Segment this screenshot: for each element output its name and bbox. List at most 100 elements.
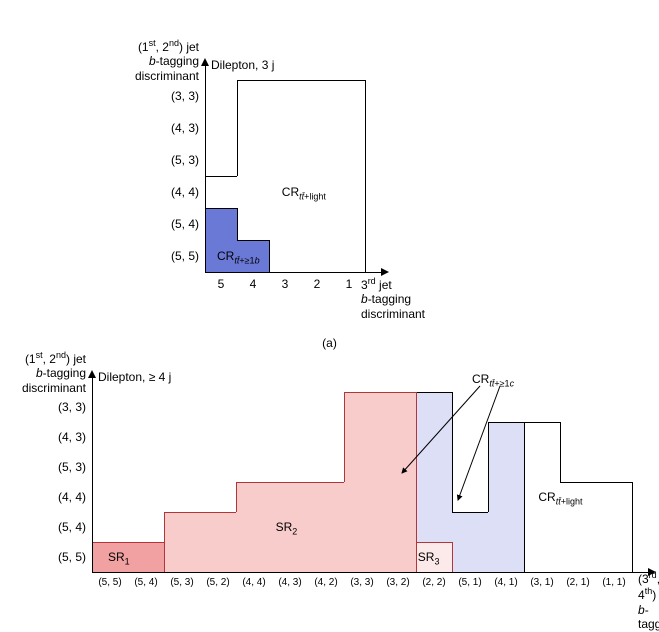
- region-edge: [237, 240, 269, 241]
- plot-title: Dilepton, 3 j: [211, 58, 274, 72]
- region-cell: [488, 422, 525, 453]
- x-tick: (3, 2): [380, 577, 416, 588]
- region-cell: [269, 240, 302, 273]
- x-tick: 3: [269, 277, 301, 291]
- x-tick: 5: [205, 277, 237, 291]
- region-cell: [237, 112, 270, 145]
- region-cell: [380, 392, 417, 423]
- region-cell: [308, 512, 345, 543]
- y-tick: (4, 3): [149, 121, 199, 135]
- label-sr3: SR3: [418, 550, 440, 566]
- region-cell: [128, 542, 165, 573]
- region-edge: [272, 482, 308, 483]
- region-cell: [344, 422, 381, 453]
- region-cell: [416, 452, 453, 483]
- region-edge: [632, 512, 633, 542]
- region-cell: [452, 512, 489, 543]
- region-cell: [269, 208, 302, 241]
- region-edge: [452, 422, 453, 452]
- y-axis-arrow: [201, 58, 209, 66]
- region-cell: [237, 80, 270, 113]
- region-edge: [452, 392, 453, 422]
- region-edge: [380, 392, 416, 393]
- region-cell: [333, 112, 366, 145]
- region-edge: [488, 422, 489, 452]
- x-axis: [205, 272, 383, 273]
- region-edge: [237, 112, 238, 144]
- x-tick: (3, 3): [344, 577, 380, 588]
- region-edge: [164, 542, 165, 572]
- region-cell: [452, 542, 489, 573]
- region-edge: [365, 240, 366, 272]
- region-edge: [128, 542, 164, 543]
- region-edge: [237, 144, 238, 176]
- region-cell: [237, 144, 270, 177]
- x-tick: (4, 1): [488, 577, 524, 588]
- region-cell: [524, 512, 561, 543]
- region-edge: [236, 482, 272, 483]
- region-cell: [236, 542, 273, 573]
- region-cell: [237, 176, 270, 209]
- region-cell: [488, 542, 525, 573]
- region-edge: [524, 542, 525, 572]
- y-tick: (4, 3): [36, 430, 86, 444]
- region-cell: [269, 80, 302, 113]
- x-tick: (5, 1): [452, 577, 488, 588]
- panel-a-caption: (a): [10, 336, 649, 350]
- y-tick: (5, 5): [36, 550, 86, 564]
- region-cell: [596, 512, 633, 543]
- region-cell: [416, 392, 453, 423]
- region-cell: [524, 542, 561, 573]
- y-axis-arrow: [88, 370, 96, 378]
- region-cell: [416, 422, 453, 453]
- x-tick: (5, 2): [200, 577, 236, 588]
- region-cell: [200, 512, 237, 543]
- x-tick: 2: [301, 277, 333, 291]
- region-cell: [344, 482, 381, 513]
- region-cell: [344, 512, 381, 543]
- region-cell: [333, 144, 366, 177]
- x-axis-title: 3rd jetb-taggingdiscriminant: [361, 276, 425, 321]
- region-edge: [452, 452, 453, 482]
- region-edge: [164, 512, 200, 513]
- region-cell: [333, 80, 366, 113]
- x-tick: (5, 5): [92, 577, 128, 588]
- region-cell: [344, 392, 381, 423]
- label-cr-1b: CRtt̄+≥1b: [217, 249, 260, 265]
- panel-a: (3, 3)(4, 3)(5, 3)(4, 4)(5, 4)(5, 5)5432…: [10, 10, 649, 350]
- region-edge: [301, 80, 333, 81]
- chart-a: (3, 3)(4, 3)(5, 3)(4, 4)(5, 4)(5, 5)5432…: [10, 10, 649, 350]
- region-cell: [205, 208, 238, 241]
- region-cell: [596, 542, 633, 573]
- region-edge: [488, 482, 489, 512]
- region-edge: [560, 452, 561, 482]
- region-cell: [272, 482, 309, 513]
- region-cell: [560, 512, 597, 543]
- x-axis: [92, 572, 650, 573]
- x-tick: (4, 3): [272, 577, 308, 588]
- region-edge: [205, 176, 237, 177]
- region-edge: [237, 80, 269, 81]
- region-edge: [452, 542, 453, 572]
- region-cell: [301, 144, 334, 177]
- region-cell: [301, 208, 334, 241]
- region-cell: [301, 240, 334, 273]
- panel-b: (3, 3)(4, 3)(5, 3)(4, 4)(5, 4)(5, 5)(5, …: [10, 350, 649, 620]
- region-edge: [365, 112, 366, 144]
- region-edge: [236, 482, 237, 512]
- y-tick: (4, 4): [36, 490, 86, 504]
- region-edge: [488, 422, 524, 423]
- region-edge: [344, 452, 345, 482]
- region-edge: [488, 452, 489, 482]
- region-cell: [488, 482, 525, 513]
- region-cell: [237, 208, 270, 241]
- region-cell: [301, 112, 334, 145]
- region-edge: [596, 482, 632, 483]
- region-cell: [380, 542, 417, 573]
- region-cell: [164, 512, 201, 543]
- y-tick: (3, 3): [36, 400, 86, 414]
- region-cell: [333, 176, 366, 209]
- x-tick: (2, 1): [560, 577, 596, 588]
- region-edge: [524, 512, 525, 542]
- y-axis-title: (1st, 2nd) jetb-taggingdiscriminant: [107, 38, 199, 83]
